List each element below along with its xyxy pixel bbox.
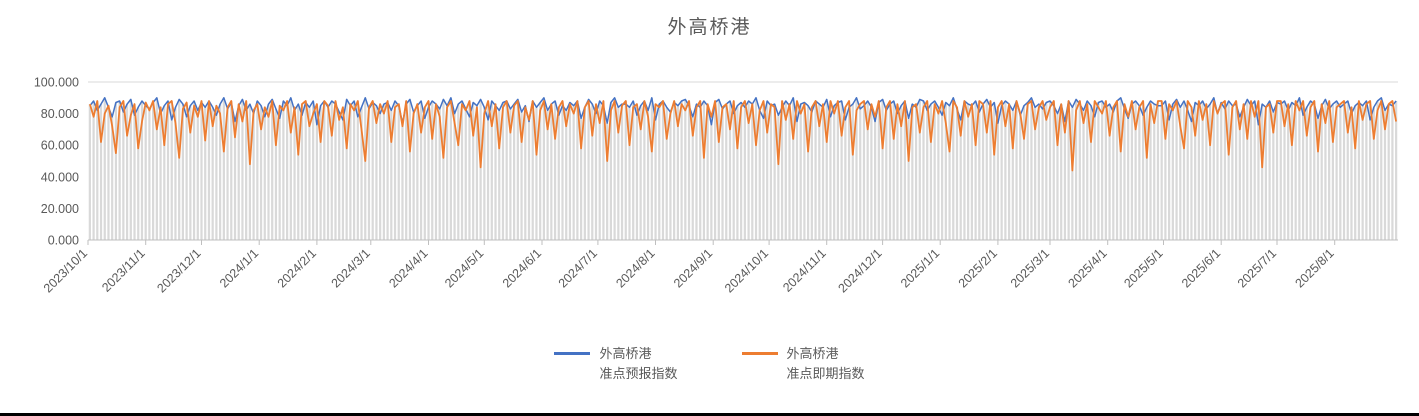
- svg-text:2025/8/1: 2025/8/1: [1293, 246, 1337, 290]
- svg-text:2024/2/1: 2024/2/1: [275, 246, 319, 290]
- x-axis-labels: 2023/10/1 2023/11/1 2023/12/1 2024/1/1 2024/…: [41, 246, 1337, 295]
- legend-item-forecast[interactable]: 外高桥港 准点预报指数: [554, 344, 678, 383]
- svg-text:2024/7/1: 2024/7/1: [556, 246, 600, 290]
- svg-text:100.000: 100.000: [34, 76, 79, 90]
- plot-svg[interactable]: 0.000 20.000 40.000 60.000 80.000 100.000 2023…: [0, 0, 1419, 346]
- bar-series: [88, 97, 1398, 241]
- svg-text:2024/4/1: 2024/4/1: [386, 246, 430, 290]
- svg-text:2024/12/1: 2024/12/1: [836, 246, 885, 295]
- svg-text:2025/1/1: 2025/1/1: [898, 246, 942, 290]
- svg-text:0.000: 0.000: [48, 234, 79, 248]
- svg-text:2025/5/1: 2025/5/1: [1121, 246, 1165, 290]
- legend: 外高桥港 准点预报指数 外高桥港 准点即期指数: [0, 344, 1419, 383]
- svg-text:40.000: 40.000: [41, 170, 79, 184]
- svg-text:2024/6/1: 2024/6/1: [500, 246, 544, 290]
- svg-text:2023/12/1: 2023/12/1: [154, 246, 203, 295]
- chart-title: 外高桥港: [667, 17, 752, 38]
- svg-text:2025/2/1: 2025/2/1: [956, 246, 1000, 290]
- svg-text:2024/11/1: 2024/11/1: [780, 246, 829, 295]
- legend-label-spot-line2: 准点即期指数: [786, 365, 865, 381]
- svg-text:2025/6/1: 2025/6/1: [1179, 246, 1223, 290]
- svg-text:2025/4/1: 2025/4/1: [1066, 246, 1110, 290]
- svg-text:2024/8/1: 2024/8/1: [613, 246, 657, 290]
- legend-line-forecast-icon: [554, 352, 591, 355]
- svg-text:20.000: 20.000: [41, 202, 79, 216]
- x-axis-ticks: [87, 240, 1336, 245]
- legend-label-forecast-line2: 准点预报指数: [599, 365, 678, 381]
- svg-text:2024/9/1: 2024/9/1: [671, 246, 715, 290]
- legend-label-spot-line1: 外高桥港: [786, 346, 839, 361]
- svg-text:2024/10/1: 2024/10/1: [722, 246, 771, 295]
- svg-text:2024/3/1: 2024/3/1: [329, 246, 373, 290]
- series-line-spot[interactable]: [89, 100, 1397, 172]
- svg-text:2025/3/1: 2025/3/1: [1008, 246, 1052, 290]
- y-axis-labels: 0.000 20.000 40.000 60.000 80.000 100.000: [34, 76, 79, 248]
- svg-text:2023/11/1: 2023/11/1: [99, 246, 148, 295]
- svg-text:2024/1/1: 2024/1/1: [217, 246, 261, 290]
- svg-text:2025/7/1: 2025/7/1: [1235, 246, 1279, 290]
- svg-text:2023/10/1: 2023/10/1: [41, 246, 90, 295]
- legend-label-forecast-line1: 外高桥港: [599, 346, 652, 361]
- legend-line-spot-icon: [741, 352, 778, 355]
- bottom-border: [0, 413, 1419, 416]
- legend-item-spot[interactable]: 外高桥港 准点即期指数: [741, 344, 865, 383]
- svg-text:60.000: 60.000: [41, 139, 79, 153]
- svg-text:2024/5/1: 2024/5/1: [442, 246, 486, 290]
- svg-text:80.000: 80.000: [41, 107, 79, 121]
